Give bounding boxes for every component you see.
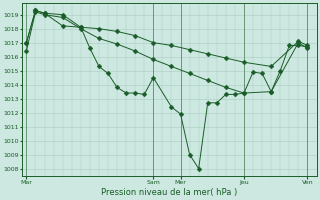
X-axis label: Pression niveau de la mer( hPa ): Pression niveau de la mer( hPa ) xyxy=(101,188,237,197)
